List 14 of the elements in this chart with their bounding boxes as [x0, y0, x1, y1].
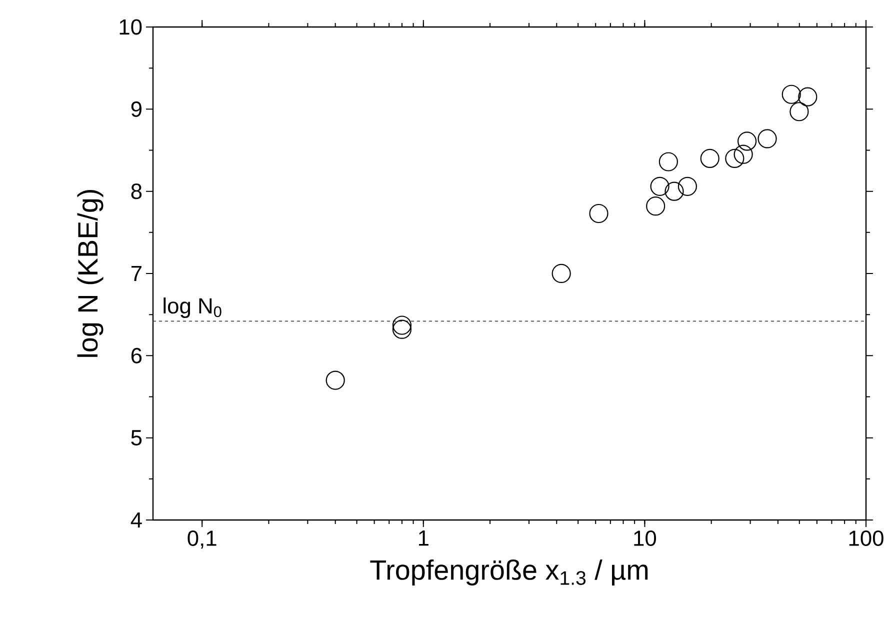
y-axis-title: log N (KBE/g) [77, 190, 104, 357]
y-tick-label: 5 [131, 430, 142, 446]
ref-line-label: log N$_{0}$ [164, 298, 222, 318]
y-tick-label: 10 [120, 19, 142, 35]
y-tick-label: 9 [131, 101, 142, 117]
x-tick-label: 100 [849, 530, 884, 546]
y-tick-label: 6 [131, 348, 142, 364]
x-tick-label: 0,1 [188, 530, 216, 549]
y-tick-label: 7 [131, 266, 142, 282]
x-axis-title: Tropfengröße x$_{1.3}$ / µm [370, 559, 648, 586]
y-tick-label: 8 [131, 184, 142, 200]
x-tick-label: 1 [418, 530, 428, 546]
y-tick-label: 4 [130, 512, 142, 528]
x-tick-label: 10 [634, 530, 656, 546]
